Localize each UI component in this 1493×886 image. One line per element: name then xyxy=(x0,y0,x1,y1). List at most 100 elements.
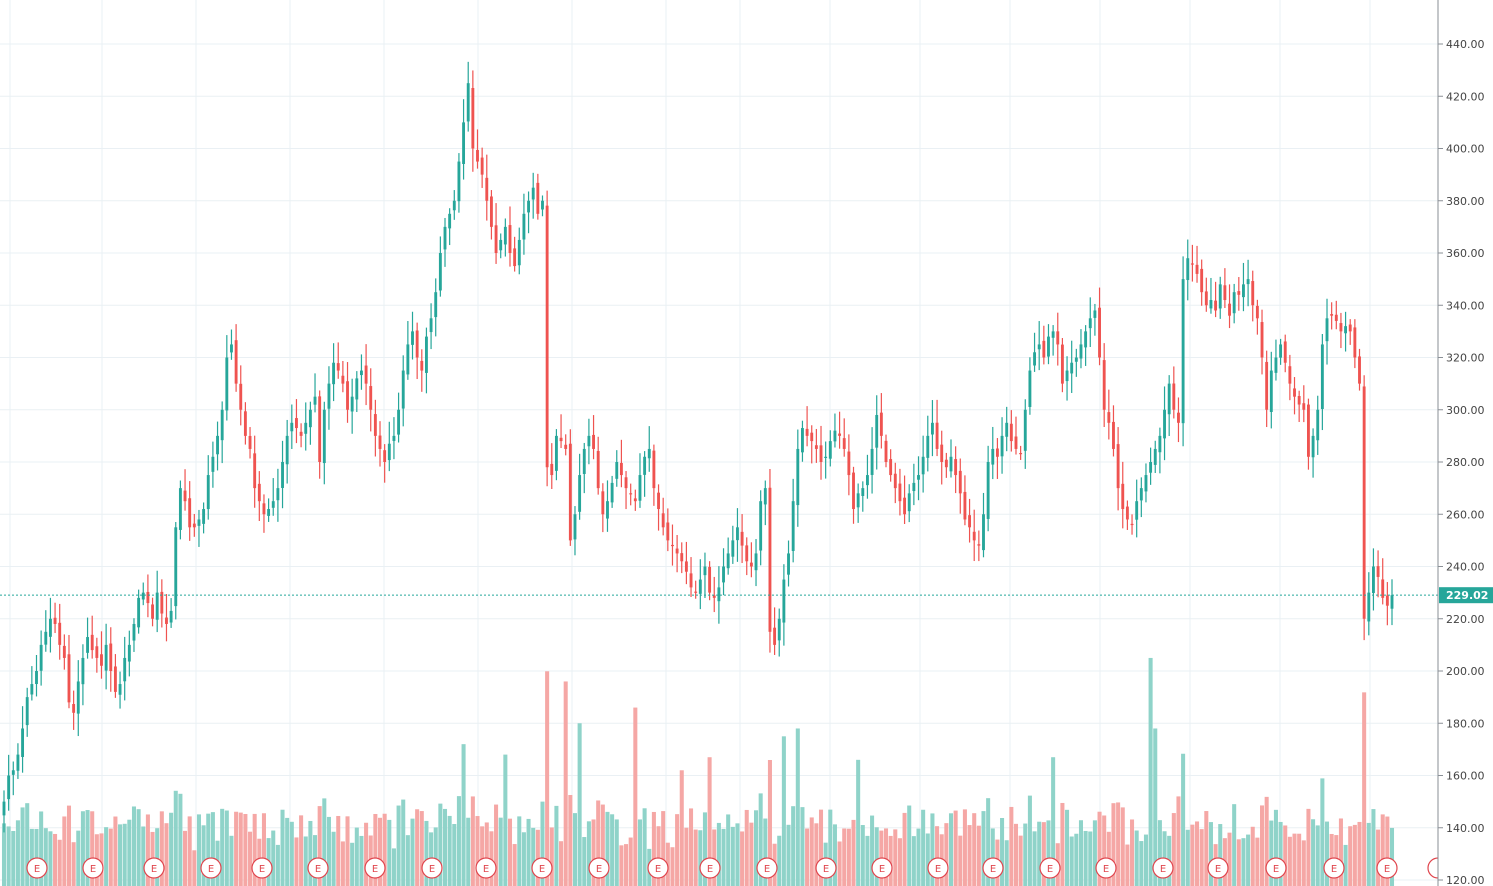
candle-body xyxy=(768,487,772,632)
price-axis[interactable]: 440.00 420.00 400.00 380.00 360.00 340.00 320.… xyxy=(1437,0,1493,886)
volume-bar xyxy=(387,819,392,886)
candle-body xyxy=(684,561,688,572)
volume-bar xyxy=(187,816,192,886)
candle-body xyxy=(838,433,842,436)
candle-body xyxy=(267,509,271,516)
earnings-marker[interactable]: E xyxy=(1207,857,1229,879)
earnings-marker[interactable]: E xyxy=(26,857,48,879)
volume-bar xyxy=(354,827,359,886)
price-tick-label: 380.00 xyxy=(1446,195,1485,208)
candle-body xyxy=(1102,360,1106,410)
volume-bar xyxy=(1190,824,1195,886)
earnings-marker[interactable]: E xyxy=(531,857,553,879)
candle-body xyxy=(619,462,623,476)
earnings-marker[interactable]: E xyxy=(475,857,497,879)
volume-bar xyxy=(596,800,601,886)
volume-bar xyxy=(196,814,201,886)
earnings-marker[interactable]: E xyxy=(699,857,721,879)
candle-body xyxy=(141,592,145,600)
earnings-marker-label: E xyxy=(823,864,829,875)
earnings-marker[interactable]: E xyxy=(927,857,949,879)
volume-bar xyxy=(461,744,466,886)
earnings-marker-circle xyxy=(1152,857,1174,879)
volume-bar xyxy=(503,754,508,886)
candle-body xyxy=(290,422,294,432)
volume-bar xyxy=(113,816,118,886)
volume-bar xyxy=(633,707,638,886)
candle-body xyxy=(610,482,614,503)
volume-bar xyxy=(248,831,253,886)
candle-body xyxy=(462,122,466,164)
volume-bar xyxy=(66,805,72,886)
candle-body xyxy=(206,475,210,510)
candle-body xyxy=(935,422,939,449)
volume-bar xyxy=(800,807,805,886)
earnings-marker[interactable]: E xyxy=(200,857,222,879)
candle-body xyxy=(1237,291,1241,295)
volume-bar xyxy=(99,833,104,886)
candle-body xyxy=(1302,403,1306,410)
candle-body xyxy=(698,579,702,594)
candle-body xyxy=(127,644,131,662)
candle-body xyxy=(559,437,563,442)
candle-body xyxy=(1288,366,1292,384)
candle-body xyxy=(629,493,633,495)
volume-bar xyxy=(554,805,559,886)
candle-body xyxy=(11,770,15,775)
earnings-marker-label: E xyxy=(935,864,941,875)
earnings-marker[interactable]: E xyxy=(1376,857,1398,879)
volume-bar xyxy=(921,809,926,886)
candle-body xyxy=(415,330,419,358)
candle-body xyxy=(531,187,535,200)
volume-bar xyxy=(1130,819,1135,886)
earnings-marker[interactable] xyxy=(1427,857,1439,879)
volume-bar xyxy=(1074,833,1079,886)
candle-body xyxy=(717,587,721,602)
earnings-marker[interactable]: E xyxy=(982,857,1004,879)
candle-body xyxy=(1325,318,1329,342)
earnings-marker[interactable]: E xyxy=(588,857,610,879)
earnings-marker[interactable]: E xyxy=(1039,857,1061,879)
candle-body xyxy=(1362,386,1366,619)
earnings-marker[interactable]: E xyxy=(647,857,669,879)
volume-bar xyxy=(1250,826,1255,886)
earnings-marker[interactable]: E xyxy=(143,857,165,879)
earnings-marker-circle xyxy=(1265,857,1287,879)
volume-bar xyxy=(25,803,30,886)
candle-body xyxy=(949,456,953,472)
volume-bar xyxy=(470,796,475,886)
candle-body xyxy=(564,444,568,449)
volume-bar xyxy=(786,824,791,886)
candle-body xyxy=(1065,370,1069,382)
candle-body xyxy=(1028,370,1032,407)
price-tick-label: 360.00 xyxy=(1446,247,1485,260)
earnings-marker[interactable]: E xyxy=(1095,857,1117,879)
candle-body xyxy=(805,428,809,436)
earnings-marker[interactable]: E xyxy=(364,857,386,879)
earnings-marker[interactable]: E xyxy=(815,857,837,879)
candle-body xyxy=(661,513,665,528)
candle-body xyxy=(1232,292,1236,314)
volume-bar xyxy=(6,826,11,886)
earnings-marker[interactable]: E xyxy=(756,857,778,879)
earnings-marker[interactable]: E xyxy=(421,857,443,879)
earnings-marker[interactable]: E xyxy=(871,857,893,879)
earnings-marker[interactable]: E xyxy=(251,857,273,879)
earnings-marker[interactable]: E xyxy=(1323,857,1345,879)
candle-body xyxy=(81,657,85,685)
candle-body xyxy=(1279,344,1283,358)
price-tick-label: 340.00 xyxy=(1446,299,1485,312)
volume-bar xyxy=(888,835,893,886)
candle-body xyxy=(438,253,442,291)
earnings-marker-circle xyxy=(531,857,553,879)
earnings-marker[interactable]: E xyxy=(307,857,329,879)
earnings-marker[interactable]: E xyxy=(1265,857,1287,879)
candle-body xyxy=(471,88,475,149)
earnings-marker[interactable]: E xyxy=(1152,857,1174,879)
volume-bar xyxy=(535,829,540,886)
volume-bar xyxy=(1023,823,1028,886)
earnings-marker[interactable]: E xyxy=(82,857,104,879)
volume-bar xyxy=(726,814,731,886)
